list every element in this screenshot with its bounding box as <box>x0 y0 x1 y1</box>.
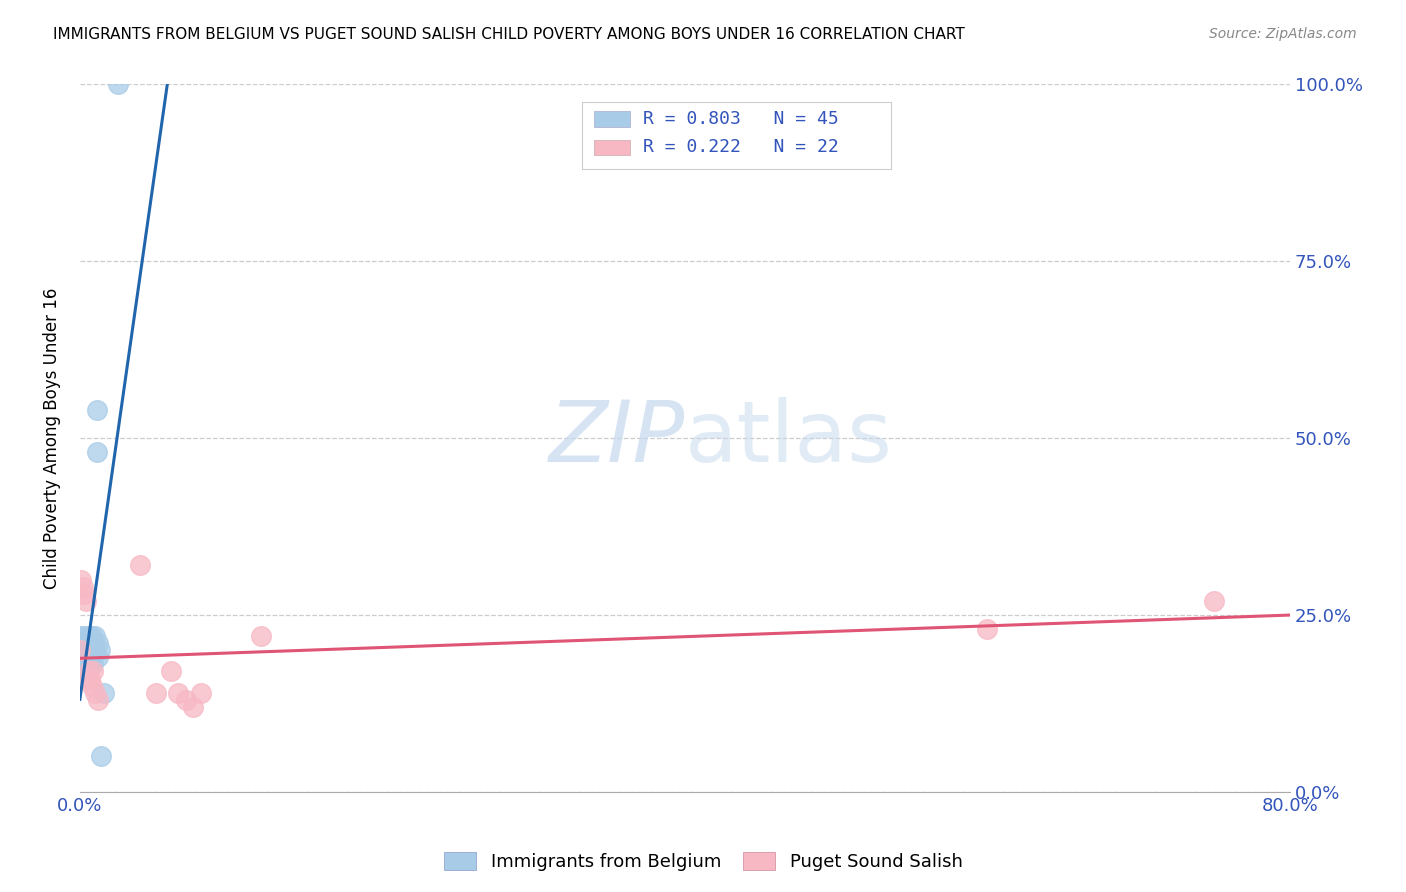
Point <box>80 643 103 657</box>
Point <box>181 699 204 714</box>
Point <box>77 629 100 643</box>
Point <box>72 650 94 665</box>
Text: atlas: atlas <box>685 397 893 480</box>
Point <box>129 558 152 573</box>
Point <box>76 650 98 665</box>
Point <box>70 636 93 650</box>
Point <box>80 629 103 643</box>
Point <box>72 580 94 594</box>
Point <box>75 643 97 657</box>
FancyBboxPatch shape <box>595 112 630 127</box>
FancyBboxPatch shape <box>595 140 630 155</box>
Point <box>82 643 104 657</box>
Point <box>1204 593 1226 607</box>
Point <box>77 665 100 679</box>
Point <box>69 657 91 672</box>
Point <box>80 679 103 693</box>
Point <box>79 657 101 672</box>
Point <box>250 629 273 643</box>
Point <box>174 692 197 706</box>
Point <box>145 686 167 700</box>
Point <box>75 650 97 665</box>
Point <box>76 636 98 650</box>
Point <box>87 650 110 665</box>
Point <box>87 692 110 706</box>
Point <box>82 665 104 679</box>
Point <box>73 643 96 657</box>
Point <box>76 672 98 686</box>
Point <box>76 643 98 657</box>
Point <box>190 686 212 700</box>
Point <box>72 657 94 672</box>
Legend: Immigrants from Belgium, Puget Sound Salish: Immigrants from Belgium, Puget Sound Sal… <box>436 845 970 879</box>
FancyBboxPatch shape <box>582 102 890 169</box>
Point <box>70 573 93 587</box>
Point <box>167 686 190 700</box>
Point <box>87 636 110 650</box>
Point <box>73 650 96 665</box>
Point <box>77 650 100 665</box>
Point <box>70 643 93 657</box>
Point <box>70 629 93 643</box>
Point <box>69 643 91 657</box>
Point <box>80 650 103 665</box>
Point <box>84 686 107 700</box>
Text: R = 0.222   N = 22: R = 0.222 N = 22 <box>643 138 838 156</box>
Point <box>90 749 112 764</box>
Point <box>70 650 93 665</box>
Point <box>79 636 101 650</box>
Point <box>77 657 100 672</box>
Point <box>89 643 111 657</box>
Point <box>69 665 91 679</box>
Point <box>84 643 107 657</box>
Point <box>86 402 108 417</box>
Point <box>79 672 101 686</box>
Point <box>159 665 181 679</box>
Text: R = 0.803   N = 45: R = 0.803 N = 45 <box>643 110 838 128</box>
Point <box>75 636 97 650</box>
Point <box>86 445 108 459</box>
Y-axis label: Child Poverty Among Boys Under 16: Child Poverty Among Boys Under 16 <box>44 287 60 589</box>
Text: IMMIGRANTS FROM BELGIUM VS PUGET SOUND SALISH CHILD POVERTY AMONG BOYS UNDER 16 : IMMIGRANTS FROM BELGIUM VS PUGET SOUND S… <box>53 27 965 42</box>
Point <box>82 657 104 672</box>
Point <box>72 643 94 657</box>
Point <box>976 622 998 636</box>
Point <box>75 593 97 607</box>
Point <box>82 636 104 650</box>
Point <box>73 587 96 601</box>
Text: Source: ZipAtlas.com: Source: ZipAtlas.com <box>1209 27 1357 41</box>
Point <box>84 629 107 643</box>
Point <box>75 657 97 672</box>
Point <box>73 665 96 679</box>
Point <box>69 643 91 657</box>
Text: ZIP: ZIP <box>548 397 685 480</box>
Point <box>93 686 115 700</box>
Point <box>73 629 96 643</box>
Point <box>107 78 129 92</box>
Point <box>79 643 101 657</box>
Point <box>70 665 93 679</box>
Point <box>72 636 94 650</box>
